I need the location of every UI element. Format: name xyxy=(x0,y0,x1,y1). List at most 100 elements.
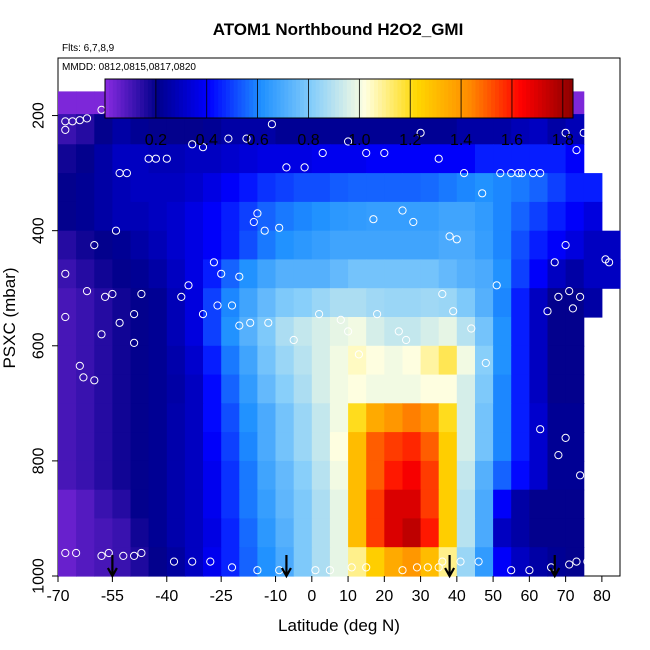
heatmap-cell xyxy=(456,259,476,289)
heatmap-cell xyxy=(493,317,512,347)
heatmap-cell xyxy=(203,114,222,145)
heatmap-cell xyxy=(221,460,240,491)
heatmap-cell xyxy=(511,173,530,203)
heatmap-cell xyxy=(257,432,277,462)
heatmap-cell xyxy=(348,114,367,145)
heatmap-cell xyxy=(384,547,403,577)
colorbar-swatch xyxy=(245,79,250,118)
heatmap-cell xyxy=(58,374,77,404)
observation-point xyxy=(518,169,527,178)
heatmap-cell xyxy=(384,201,403,232)
observation-point xyxy=(344,137,353,146)
heatmap-cell xyxy=(184,259,204,289)
observation-point xyxy=(61,312,70,322)
heatmap-cell xyxy=(166,144,186,174)
observation-point xyxy=(61,548,70,558)
heatmap-cell xyxy=(239,173,258,203)
heatmap-cell xyxy=(384,144,403,174)
colorbar-swatch xyxy=(405,79,410,118)
heatmap-cell xyxy=(511,114,530,145)
colorbar-ticks: 0.2 0.4 0.6 0.8 1.0 1.2 1.4 1.6 1.8 xyxy=(145,79,574,149)
colorbar-swatch xyxy=(436,79,441,118)
heatmap-cell xyxy=(329,547,349,577)
colorbar-swatch xyxy=(417,79,422,118)
heatmap-cell xyxy=(148,547,168,577)
heatmap-cell xyxy=(184,403,204,433)
heatmap-cell xyxy=(402,317,422,347)
heatmap-cell xyxy=(293,547,313,577)
colorbar-swatch xyxy=(272,79,278,118)
heatmap-cell xyxy=(511,460,530,491)
colorbar-tick-label: 1.6 xyxy=(501,132,523,149)
heatmap-cell xyxy=(76,518,95,548)
heatmap-cell xyxy=(76,345,95,376)
heatmap-cell xyxy=(475,288,494,318)
observation-point xyxy=(169,557,179,566)
heatmap-cell xyxy=(348,403,367,433)
heatmap-cell xyxy=(384,403,403,433)
heatmap-cell xyxy=(529,460,549,491)
heatmap-cell xyxy=(366,403,385,433)
observation-point xyxy=(325,566,334,575)
heatmap-cell xyxy=(94,403,113,433)
heatmap-cell xyxy=(203,173,222,203)
observation-point xyxy=(90,376,99,385)
colorbar-swatch xyxy=(147,79,153,118)
y-tick-label: 800 xyxy=(31,447,48,474)
heatmap-cell xyxy=(275,518,295,548)
heatmap-cell xyxy=(148,230,168,261)
colorbar-swatch xyxy=(335,79,340,118)
heatmap-cell xyxy=(130,259,150,289)
heatmap-cell xyxy=(203,317,222,347)
observation-point xyxy=(119,551,128,561)
heatmap-cell xyxy=(76,432,95,462)
heatmap-cell xyxy=(547,259,567,289)
heatmap-cell xyxy=(221,173,240,203)
heatmap-cell xyxy=(420,460,440,491)
heatmap-cell xyxy=(438,403,458,433)
heatmap-cell xyxy=(94,201,113,232)
heatmap-cell xyxy=(475,432,494,462)
heatmap-cell xyxy=(420,173,440,203)
heatmap-cell xyxy=(311,345,331,376)
colorbar-swatch xyxy=(280,79,285,118)
heatmap-cell xyxy=(493,201,512,232)
heatmap-cell xyxy=(166,288,186,318)
heatmap-cell xyxy=(511,403,530,433)
observation-point xyxy=(198,143,208,152)
heatmap-cell xyxy=(601,230,621,261)
heatmap-cell xyxy=(184,374,204,404)
observation-point xyxy=(90,241,99,250)
observation-point xyxy=(452,235,461,244)
heatmap-cell xyxy=(329,114,349,145)
heatmap-cell xyxy=(257,489,277,520)
heatmap-cell xyxy=(293,403,313,433)
heatmap-cell xyxy=(456,518,476,548)
heatmap-cell xyxy=(348,460,367,491)
heatmap-cell xyxy=(329,460,349,491)
heatmap-cell xyxy=(76,317,95,347)
observation-point xyxy=(525,566,534,575)
heatmap-cell xyxy=(565,230,585,261)
heatmap-cell xyxy=(311,460,331,491)
observation-point xyxy=(82,287,92,296)
observation-point xyxy=(438,289,447,299)
heatmap-cell xyxy=(184,144,204,174)
colorbar-swatch xyxy=(495,79,500,118)
colorbar-swatch xyxy=(237,79,242,118)
colorbar-swatch xyxy=(502,79,508,118)
heatmap-cell xyxy=(112,345,132,376)
heatmap-cell xyxy=(384,460,403,491)
colorbar-swatch xyxy=(530,79,535,118)
observation-point xyxy=(561,241,570,250)
observation-point xyxy=(507,566,516,575)
heatmap-cell xyxy=(112,173,132,203)
observation-point xyxy=(75,361,84,370)
heatmap-cell xyxy=(402,230,422,261)
observation-point xyxy=(246,318,255,327)
observation-point xyxy=(311,566,320,575)
heatmap-cell xyxy=(203,403,222,433)
x-tick-label: 20 xyxy=(375,588,393,605)
observation-point xyxy=(151,154,160,163)
heatmap-cell xyxy=(239,288,258,318)
